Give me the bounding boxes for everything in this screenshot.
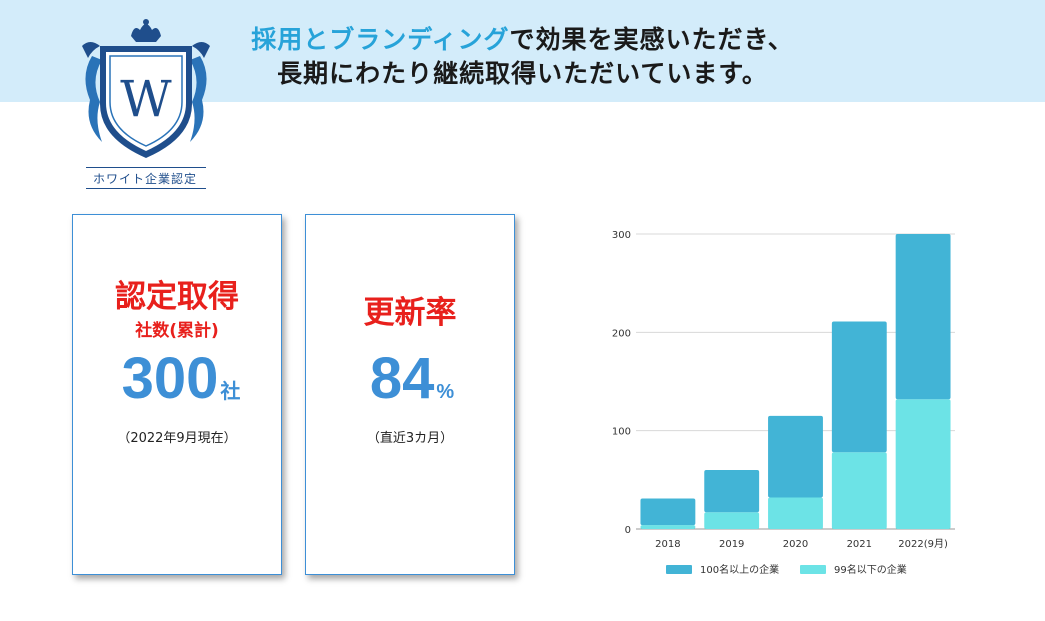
logo-caption: ホワイト企業認定 [92,172,197,186]
bar-segment [704,470,760,513]
card-note: （2022年9月現在） [117,431,237,446]
headline-line2: 長期にわたり継続取得いただいています。 [277,59,768,88]
bar-segment [704,512,760,529]
x-tick-label: 2021 [847,539,872,550]
bar-segment [640,498,696,526]
bar-segment [768,415,823,498]
bar-segment [895,399,951,529]
y-tick-label: 0 [625,525,631,536]
y-tick-label: 200 [612,328,631,339]
card-value-unit: % [436,381,455,403]
card-title: 認定取得 [115,279,239,315]
legend-label: 100名以上の企業 [700,563,779,576]
bar-segment [831,452,887,529]
card-value-unit: 社 [220,381,241,403]
y-tick-label: 300 [612,230,631,241]
card-title: 更新率 [363,295,457,331]
x-tick-label: 2019 [719,539,744,550]
legend-label: 99名以下の企業 [834,563,907,576]
x-tick-label: 2020 [783,539,808,550]
legend-swatch [666,565,692,574]
card-value: 84% [306,345,514,412]
bar-segment [768,497,823,529]
bar-segment [895,234,951,400]
logo-divider-top [86,167,206,168]
bar-segment [831,321,887,453]
logo-letter: W [120,70,172,128]
certified-count-card: 認定取得 社数(累計) 300 社 （2022年9月現在） [72,214,282,575]
logo-divider-bottom [86,188,206,189]
card-subtitle: 社数(累計) [135,321,219,341]
card-value-number: 300 [121,346,219,411]
y-tick-label: 100 [612,427,631,438]
renewal-rate-card: 更新率 84% （直近3カ月） [305,214,515,575]
certification-chart: 0 100 200 300 2018 2019 2020 2021 2022(9月) 100名以上… [612,230,955,576]
headline-line1: 採用とブランディングで効果を実感いただき、 [0,20,1045,56]
bar-segment [640,525,696,529]
headline-line1-rest: で効果を実感いただき、 [509,25,794,54]
x-tick-label: 2022(9月) [898,538,948,550]
headline-accent: 採用とブランディング [251,25,510,54]
white-company-logo: W [82,19,210,158]
x-tick-label: 2018 [655,539,680,550]
card-value: 300 社 [73,345,281,412]
legend-swatch [800,565,826,574]
card-value-number: 84 [369,346,435,411]
card-note: （直近3カ月） [366,431,454,446]
